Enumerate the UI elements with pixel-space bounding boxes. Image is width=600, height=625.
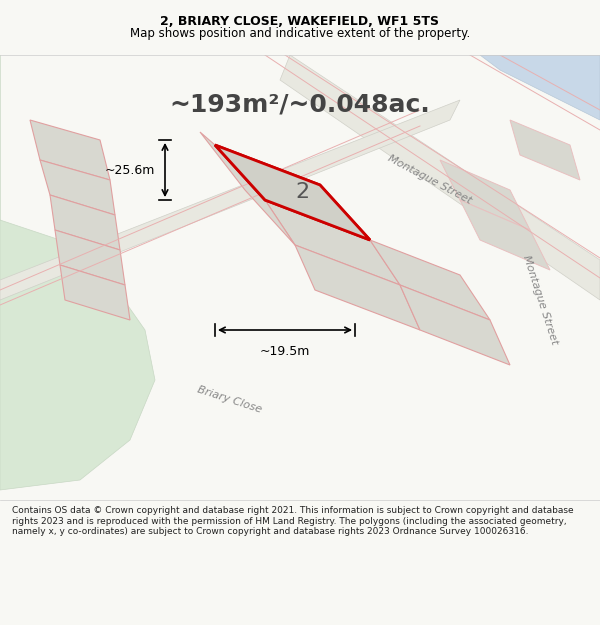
Polygon shape xyxy=(440,160,530,230)
Text: ~193m²/~0.048ac.: ~193m²/~0.048ac. xyxy=(170,93,430,117)
Polygon shape xyxy=(200,132,295,245)
Text: 2: 2 xyxy=(295,182,310,203)
Text: Montague Street: Montague Street xyxy=(386,154,473,206)
Text: Montague Street: Montague Street xyxy=(521,254,559,346)
Polygon shape xyxy=(400,285,510,365)
Polygon shape xyxy=(460,200,550,270)
Polygon shape xyxy=(215,145,370,240)
Polygon shape xyxy=(510,120,580,180)
Polygon shape xyxy=(295,245,420,330)
Polygon shape xyxy=(370,240,490,320)
Polygon shape xyxy=(50,195,120,250)
Polygon shape xyxy=(280,55,600,300)
Text: 2, BRIARY CLOSE, WAKEFIELD, WF1 5TS: 2, BRIARY CLOSE, WAKEFIELD, WF1 5TS xyxy=(161,16,439,28)
Text: ~19.5m: ~19.5m xyxy=(260,345,310,358)
Polygon shape xyxy=(480,55,600,120)
Text: ~25.6m: ~25.6m xyxy=(104,164,155,176)
Polygon shape xyxy=(265,200,400,285)
Polygon shape xyxy=(0,100,460,300)
Text: Briary Close: Briary Close xyxy=(196,385,263,415)
Text: Map shows position and indicative extent of the property.: Map shows position and indicative extent… xyxy=(130,27,470,39)
Polygon shape xyxy=(55,230,125,285)
Polygon shape xyxy=(30,120,110,180)
Polygon shape xyxy=(0,55,155,490)
Polygon shape xyxy=(215,145,370,240)
Text: Contains OS data © Crown copyright and database right 2021. This information is : Contains OS data © Crown copyright and d… xyxy=(12,506,574,536)
Polygon shape xyxy=(60,265,130,320)
Polygon shape xyxy=(40,160,115,215)
